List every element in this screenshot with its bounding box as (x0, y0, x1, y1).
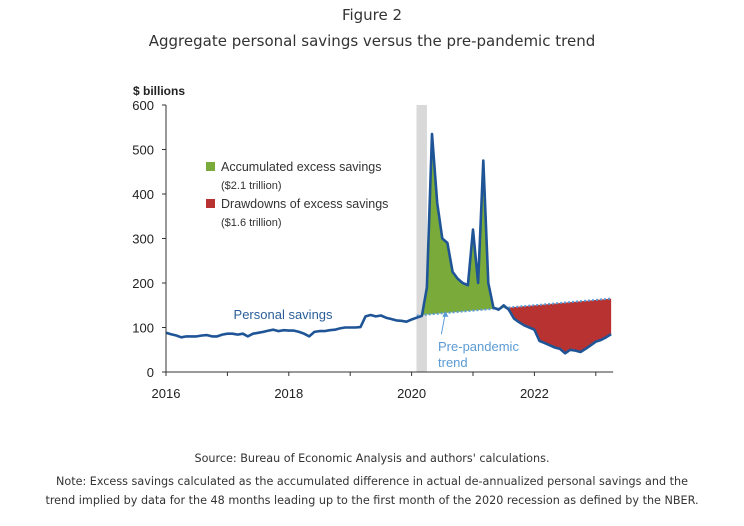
x-tick-label: 2022 (520, 386, 549, 401)
figure-label: Figure 2 (341, 6, 403, 24)
source-note: Source: Bureau of Economic Analysis and … (194, 452, 550, 465)
legend-swatch (206, 162, 215, 171)
legend-label: Drawdowns of excess savings (221, 197, 388, 211)
note-line-1: Note: Excess savings calculated as the a… (55, 475, 688, 488)
y-tick-label: 0 (147, 365, 154, 380)
legend-sublabel: ($2.1 trillion) (221, 180, 282, 192)
legend-swatch (206, 199, 215, 208)
y-tick-label: 300 (132, 232, 154, 247)
pre-pandemic-trend-line (416, 297, 612, 317)
chart-svg: 0 100 200 300 400 500 600 2016 2018 2020 2022 $ bil… (132, 84, 614, 401)
methodology-note: Note: Excess savings calculated as the a… (0, 472, 744, 510)
x-tick-label: 2018 (274, 386, 303, 401)
y-axis-unit-label: $ billions (133, 84, 185, 98)
x-tick-label: 2016 (152, 386, 181, 401)
pre-pandemic-trend-label: Pre-pandemic (438, 339, 519, 354)
y-tick-label: 200 (132, 276, 154, 291)
excess-savings-area (416, 133, 509, 316)
legend-sublabel: ($1.6 trillion) (221, 217, 282, 229)
trend-arrowhead (442, 310, 449, 317)
x-tick-label: 2020 (397, 386, 426, 401)
personal-savings-line (165, 132, 612, 355)
y-tick-label: 400 (132, 187, 154, 202)
legend-label: Accumulated excess savings (221, 160, 382, 174)
recession-band (416, 105, 427, 372)
chart-title: Aggregate personal savings versus the pr… (148, 32, 596, 50)
pre-pandemic-trend-label: trend (438, 355, 468, 370)
y-tick-label: 600 (132, 98, 154, 113)
y-tick-label: 100 (132, 321, 154, 336)
drawdown-area (508, 298, 612, 354)
personal-savings-label: Personal savings (234, 307, 333, 322)
note-line-2: trend implied by data for the 48 months … (45, 494, 699, 507)
y-tick-label: 500 (132, 143, 154, 158)
